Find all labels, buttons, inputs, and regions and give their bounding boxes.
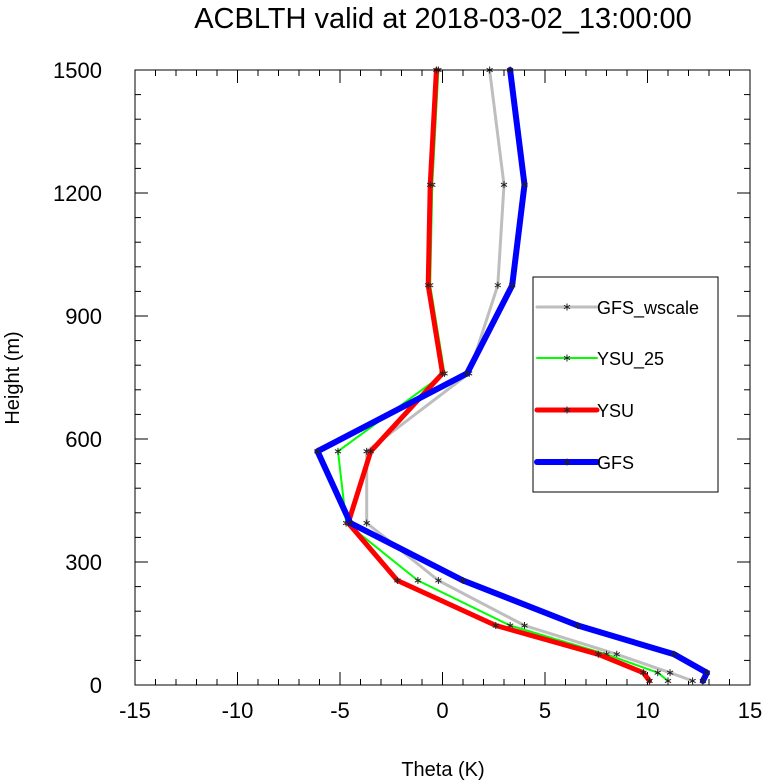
data-point-ysu [439,369,446,377]
legend-label-ysu: YSU [597,401,634,421]
x-tick-label: 5 [539,698,551,723]
data-point-gfs-wscale [666,669,674,677]
x-tick-label: 15 [738,698,762,723]
legend-label-gfs: GFS [597,453,634,473]
data-point-gfs [459,576,467,584]
data-point-gfs [703,669,711,677]
data-point-gfs-wscale [435,576,442,584]
data-point-ysu [646,677,653,685]
legend-box [532,276,719,493]
data-point-gfs [346,519,354,527]
data-point-ysu [640,669,647,677]
data-point-gfs [314,447,321,455]
data-point-gfs-wscale [521,622,528,630]
legend: GFS_wscale YSU_25 YSU GFS [532,276,719,493]
data-point-ysu [367,447,375,455]
y-tick-label: 600 [65,427,102,452]
data-point-gfs-wscale [494,281,502,289]
data-point-gfs [670,650,678,658]
x-tick-label: 10 [635,698,659,723]
data-point-gfs-wscale [689,677,696,685]
data-point-gfs [699,677,707,685]
data-point-ysu-25 [664,677,672,685]
data-point-gfs-wscale [613,650,621,658]
data-series [314,66,711,685]
data-point-gfs-wscale [363,519,370,527]
legend-marker-gfs [563,458,571,466]
x-tick-label: -5 [330,698,350,723]
data-point-ysu [424,281,432,289]
data-point-gfs-wscale [500,181,508,189]
data-point-ysu [492,622,500,630]
x-tick-label: -10 [222,698,254,723]
x-axis-title: Theta (K) [401,759,484,781]
y-tick-label: 0 [90,673,102,698]
data-point-ysu-25 [334,447,342,455]
axis-ticks: -15 -10 -5 0 5 10 15 0 300 600 900 1200 1500 [53,58,762,723]
legend-label-ysu-25: YSU_25 [597,349,664,370]
x-tick-label: -15 [119,698,151,723]
data-point-gfs [463,369,471,377]
data-point-gfs [521,181,528,189]
legend-marker-ysu [563,406,571,414]
data-point-ysu-25 [654,669,662,677]
data-point-ysu [595,650,602,658]
legend-marker-gfs-wscale [563,303,571,311]
data-point-gfs [508,281,516,289]
data-point-gfs [574,622,582,630]
y-tick-label: 300 [65,550,102,575]
legend-label-gfs-wscale: GFS_wscale [597,298,699,319]
y-tick-label: 900 [65,304,102,329]
y-axis-title: Height (m) [2,331,24,424]
data-point-ysu [426,181,434,189]
plot-frame [134,69,751,686]
y-tick-label: 1200 [53,181,102,206]
data-point-ysu-25 [414,576,422,584]
x-tick-label: 0 [436,698,448,723]
chart-title: ACBLTH valid at 2018-03-02_13:00:00 [194,3,692,35]
legend-marker-ysu-25 [563,354,571,362]
data-point-ysu [394,576,401,584]
y-tick-label: 1500 [53,58,102,83]
